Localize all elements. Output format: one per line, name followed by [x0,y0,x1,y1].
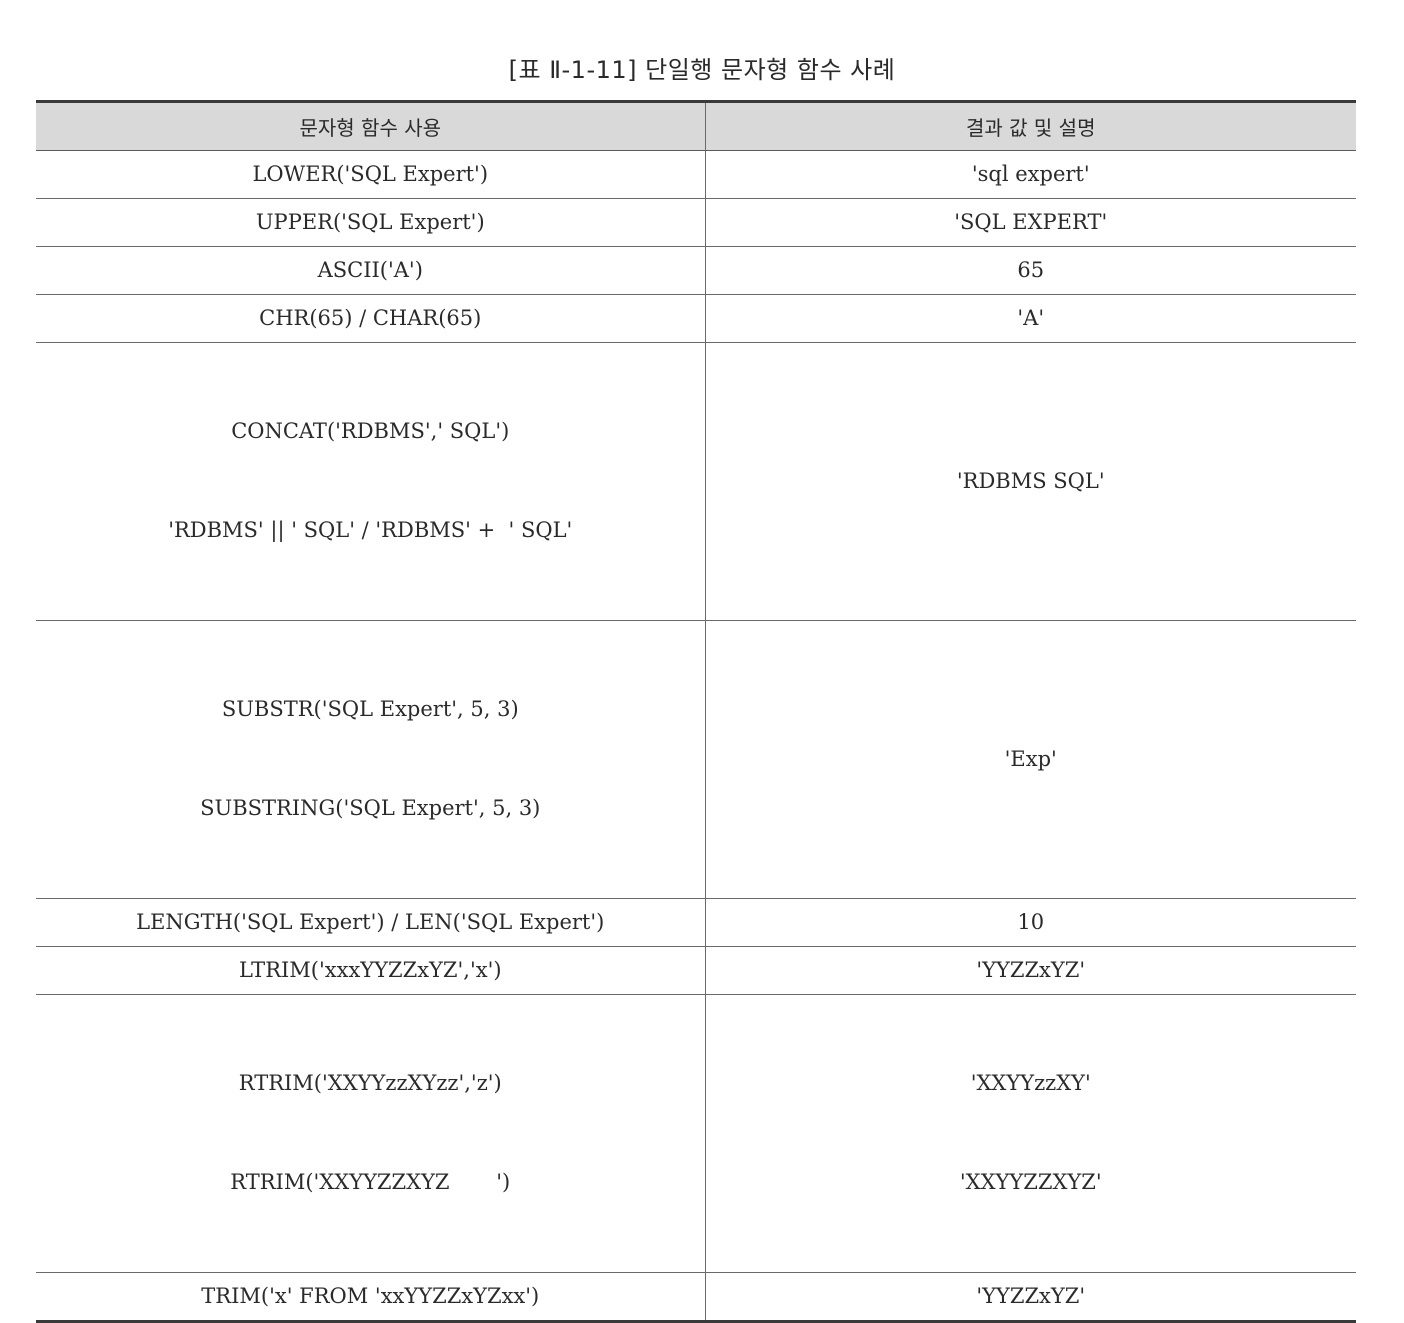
result-line: 'SQL EXPERT' [954,209,1108,234]
table-row: ASCII('A') 65 [36,246,1356,295]
result-cell: 'RDBMS SQL' [704,342,1356,621]
result-line: 'A' [1017,305,1045,330]
table-header: 문자형 함수 사용 결과 값 및 설명 [36,101,1356,151]
usage-line: LOWER('SQL Expert') [252,161,489,186]
header-result: 결과 값 및 설명 [704,101,1356,151]
result-line: 'XXYYzzXY' [970,1071,1091,1095]
usage-cell: ASCII('A') [36,246,705,295]
usage-line: LTRIM('xxxYYZZxYZ','x') [238,957,502,982]
result-cell: 'XXYYzzXY' 'XXYYZZXYZ' [704,994,1356,1273]
table-caption: [표 Ⅱ-1-11] 단일행 문자형 함수 사례 [508,56,896,84]
result-cell: 10 [704,898,1356,947]
table-row: LOWER('SQL Expert') 'sql expert' [36,150,1356,199]
result-line: 10 [1017,909,1045,934]
table-body: LOWER('SQL Expert') 'sql expert' UPPER('… [36,150,1356,1322]
usage-cell: TRIM('x' FROM 'xxYYZZxYZxx') [36,1273,705,1322]
usage-line: UPPER('SQL Expert') [255,209,485,234]
usage-line: SUBSTR('SQL Expert', 5, 3) [221,697,519,721]
result-cell: 'sql expert' [704,150,1356,199]
table-row: SUBSTR('SQL Expert', 5, 3) SUBSTRING('SQ… [36,620,1356,899]
usage-cell: CONCAT('RDBMS',' SQL') 'RDBMS' || ' SQL'… [36,342,705,621]
result-line: 'sql expert' [971,161,1090,186]
usage-line: LENGTH('SQL Expert') / LEN('SQL Expert') [136,909,605,934]
string-function-table: 문자형 함수 사용 결과 값 및 설명 LOWER('SQL Expert') … [36,100,1356,1323]
result-line: 'YYZZxYZ' [976,957,1086,982]
table-row: CHR(65) / CHAR(65) 'A' [36,294,1356,343]
result-cell: 'Exp' [704,620,1356,899]
usage-line: SUBSTRING('SQL Expert', 5, 3) [200,796,541,820]
usage-line: TRIM('x' FROM 'xxYYZZxYZxx') [201,1283,540,1308]
usage-cell: LTRIM('xxxYYZZxYZ','x') [36,946,705,995]
usage-cell: UPPER('SQL Expert') [36,198,705,247]
header-usage: 문자형 함수 사용 [36,101,705,151]
table-row: RTRIM('XXYYzzXYzz','z') RTRIM('XXYYZZXYZ… [36,994,1356,1273]
usage-cell: RTRIM('XXYYzzXYzz','z') RTRIM('XXYYZZXYZ… [36,994,705,1273]
table-row: LTRIM('xxxYYZZxYZ','x') 'YYZZxYZ' [36,946,1356,995]
result-line: 'Exp' [1004,746,1057,771]
usage-line: 'RDBMS' || ' SQL' / 'RDBMS' + ' SQL' [168,518,573,542]
table-row: UPPER('SQL Expert') 'SQL EXPERT' [36,198,1356,247]
result-line: 'RDBMS SQL' [956,468,1105,493]
usage-line: ASCII('A') [317,257,423,282]
result-line: 'YYZZxYZ' [976,1283,1086,1308]
usage-line: RTRIM('XXYYZZXYZ ') [230,1170,511,1194]
usage-cell: LOWER('SQL Expert') [36,150,705,199]
header-row: 문자형 함수 사용 결과 값 및 설명 [36,101,1356,151]
table-row: CONCAT('RDBMS',' SQL') 'RDBMS' || ' SQL'… [36,342,1356,621]
result-cell: 'YYZZxYZ' [704,1272,1356,1322]
usage-line: RTRIM('XXYYzzXYzz','z') [238,1071,502,1095]
usage-cell: LENGTH('SQL Expert') / LEN('SQL Expert') [36,898,705,947]
result-cell: 65 [704,246,1356,295]
usage-line: CHR(65) / CHAR(65) [259,305,482,330]
result-line: 'XXYYZZXYZ' [959,1170,1102,1194]
table-row: LENGTH('SQL Expert') / LEN('SQL Expert')… [36,898,1356,947]
result-cell: 'SQL EXPERT' [704,198,1356,247]
usage-line: CONCAT('RDBMS',' SQL') [231,419,510,443]
usage-cell: CHR(65) / CHAR(65) [36,294,705,343]
result-cell: 'YYZZxYZ' [704,946,1356,995]
result-line: 65 [1017,257,1045,282]
usage-cell: SUBSTR('SQL Expert', 5, 3) SUBSTRING('SQ… [36,620,705,899]
result-cell: 'A' [704,294,1356,343]
table-row: TRIM('x' FROM 'xxYYZZxYZxx') 'YYZZxYZ' [36,1272,1356,1322]
